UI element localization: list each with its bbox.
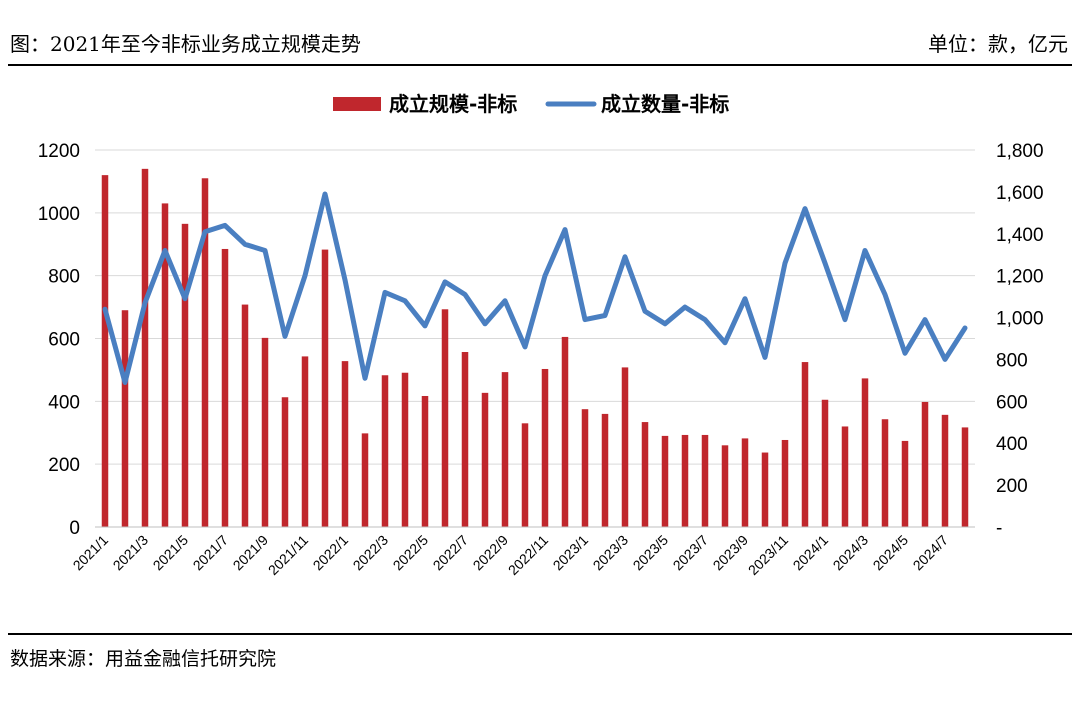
bar [521,423,529,527]
x-tick-label: 2023/11 [745,532,792,579]
bar [461,352,469,527]
x-tick-label: 2021/3 [110,532,152,574]
bar [701,434,709,527]
y-left-tick-label: 1000 [38,204,80,225]
left-axis: 0 200 400 600 800 1000 1200 [38,141,80,539]
bar [261,337,269,527]
x-tick-label: 2023/5 [630,532,672,574]
right-axis: - 200 400 600 800 1,000 1,200 1,400 1,600 1,800 [996,141,1044,539]
bar [621,367,629,527]
bar [761,452,769,527]
bar [141,168,149,527]
legend-swatch-bar [333,97,381,111]
bar [341,361,349,527]
y-right-tick-label: 1,000 [996,309,1044,330]
x-tick-label: 2022/11 [505,532,552,579]
y-right-tick-label: 400 [996,434,1028,455]
bar [361,433,369,527]
y-right-tick-label: 1,600 [996,183,1044,204]
y-left-tick-label: 0 [69,518,80,539]
y-left-tick-label: 1200 [38,141,80,162]
bar [181,223,189,527]
bar [441,309,449,527]
x-tick-label: 2023/1 [550,532,592,574]
bar [781,439,789,527]
bar [201,178,209,527]
x-tick-label: 2023/3 [590,532,632,574]
y-left-tick-label: 800 [48,267,80,288]
legend-label-line: 成立数量-非标 [601,92,729,116]
x-tick-label: 2022/5 [390,532,432,574]
x-tick-label: 2022/3 [350,532,392,574]
series-line [102,191,968,385]
y-right-tick-label: 800 [996,350,1028,371]
y-right-tick-label: 200 [996,476,1028,497]
bar [601,413,609,527]
bar [861,378,869,527]
bar [841,426,849,527]
x-tick-label: 2024/7 [910,532,952,574]
bar [641,422,649,527]
bar [661,435,669,527]
bar [121,310,129,527]
y-left-tick-label: 200 [48,455,80,476]
bar [401,372,409,527]
line-series [102,191,968,385]
bar [561,336,569,527]
chart-title: 图：2021年至今非标业务成立规模走势 [10,32,361,56]
bar [741,438,749,527]
bar [241,304,249,527]
x-tick-label: 2022/7 [430,532,472,574]
bar [501,372,509,527]
bar [581,409,589,527]
x-axis: 2021/12021/32021/52021/72021/92021/11202… [70,526,975,579]
bar [901,440,909,527]
bar [281,397,289,527]
x-tick-label: 2024/1 [790,532,832,574]
legend-label-bar: 成立规模-非标 [389,92,517,116]
bar [921,401,929,527]
bar [381,375,389,527]
x-tick-label: 2024/5 [870,532,912,574]
legend: 成立规模-非标 成立数量-非标 [333,92,729,116]
bar [321,249,329,528]
y-right-tick-label: 1,200 [996,267,1044,288]
bar [881,419,889,527]
bar [301,356,309,527]
bar [101,175,109,527]
y-right-tick-label: - [996,518,1002,539]
bottom-rule [8,633,1072,635]
y-right-tick-label: 1,800 [996,141,1044,162]
x-tick-label: 2022/1 [310,532,352,574]
x-tick-label: 2021/7 [190,532,232,574]
y-left-tick-label: 400 [48,392,80,413]
x-tick-label: 2021/5 [150,532,192,574]
y-right-tick-label: 1,400 [996,225,1044,246]
x-tick-label: 2021/11 [265,532,312,579]
bar [821,399,829,527]
bar [961,427,969,527]
source-note: 数据来源：用益金融信托研究院 [10,648,277,670]
top-rule [8,64,1072,66]
bar [721,445,729,527]
bar [681,434,689,527]
bar [221,248,229,527]
bar [161,203,169,528]
bar [541,368,549,527]
x-tick-label: 2024/3 [830,532,872,574]
bar [941,414,949,527]
bar [801,362,809,527]
bar [481,392,489,527]
y-left-tick-label: 600 [48,330,80,351]
bar [421,395,429,527]
x-tick-label: 2023/7 [670,532,712,574]
y-right-tick-label: 600 [996,392,1028,413]
unit-label: 单位：款，亿元 [928,32,1068,56]
bar-series [101,168,969,528]
